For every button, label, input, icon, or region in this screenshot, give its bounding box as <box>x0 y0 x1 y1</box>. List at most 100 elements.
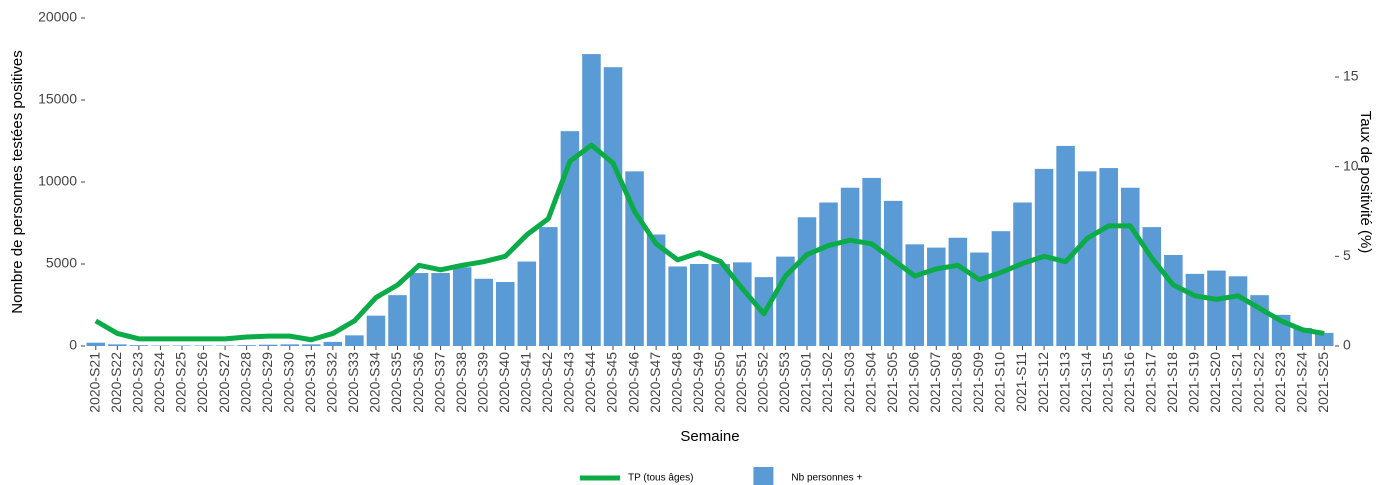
x-tick-label: 2020-S48 <box>668 352 684 413</box>
x-axis-title: Semaine <box>680 428 739 445</box>
bar <box>539 227 558 346</box>
bar <box>711 264 731 346</box>
x-tick-label: 2021-S17 <box>1143 352 1159 413</box>
bar <box>323 341 343 346</box>
x-tick-label: 2021-S07 <box>927 352 943 413</box>
x-tick-label: 2021-S16 <box>1121 352 1137 413</box>
bar <box>388 295 407 346</box>
bar <box>452 267 472 346</box>
x-tick-label: 2020-S39 <box>474 352 490 413</box>
x-tick-label: 2021-S18 <box>1164 352 1180 413</box>
bar <box>86 342 106 346</box>
y2-tick-label: 10 <box>1343 157 1359 173</box>
x-tick-label: 2020-S24 <box>151 352 167 413</box>
bar <box>1142 227 1162 346</box>
y-axis-title: Nombre de personnes testées positives <box>9 50 26 313</box>
x-tick-label: 2021-S22 <box>1250 352 1266 413</box>
x-tick-label: 2021-S13 <box>1056 352 1072 413</box>
x-tick-label: 2021-S06 <box>905 352 921 413</box>
bar <box>797 217 817 346</box>
bar <box>1185 273 1205 346</box>
bar <box>927 247 946 346</box>
bar <box>819 202 838 346</box>
bar <box>431 273 450 346</box>
bar <box>733 262 752 346</box>
x-tick-label: 2020-S53 <box>776 352 792 413</box>
x-tick-label: 2020-S23 <box>130 352 146 413</box>
x-tick-label: 2020-S43 <box>561 352 577 413</box>
bar <box>970 252 989 346</box>
x-tick-label: 2021-S10 <box>992 352 1008 413</box>
x-tick-label: 2020-S45 <box>604 352 620 413</box>
y2-tick-label: 15 <box>1343 68 1359 84</box>
bar <box>668 266 687 346</box>
bar <box>302 344 321 346</box>
bar <box>474 278 493 346</box>
bar <box>1207 270 1226 346</box>
x-tick-label: 2020-S25 <box>173 352 189 413</box>
bar <box>948 237 968 346</box>
bar <box>603 67 623 346</box>
y-tick-label: 5000 <box>46 255 77 271</box>
bar <box>840 187 860 346</box>
bar <box>366 315 386 346</box>
legend-label: TP (tous âges) <box>628 473 693 484</box>
x-tick-label: 2021-S11 <box>1013 352 1029 412</box>
x-tick-label: 2020-S41 <box>518 352 534 413</box>
bar <box>495 282 515 346</box>
x-tick-label: 2020-S32 <box>324 352 340 413</box>
bar <box>258 344 278 346</box>
bar <box>1099 168 1118 346</box>
x-tick-label: 2020-S38 <box>453 352 469 413</box>
y2-tick-label: 0 <box>1343 337 1351 353</box>
x-tick-label: 2021-S05 <box>884 352 900 413</box>
x-tick-label: 2020-S21 <box>86 352 102 413</box>
y-tick-label: 15000 <box>38 91 77 107</box>
y2-axis-title: Taux de positivité (%) <box>1357 111 1374 254</box>
bar <box>1120 187 1140 346</box>
x-tick-label: 2021-S01 <box>798 352 814 413</box>
x-tick-label: 2020-S47 <box>647 352 663 413</box>
x-tick-label: 2020-S40 <box>496 352 512 413</box>
x-tick-label: 2020-S34 <box>367 352 383 413</box>
x-tick-label: 2020-S35 <box>388 352 404 413</box>
bar <box>517 261 537 346</box>
x-tick-label: 2021-S03 <box>841 352 857 413</box>
bar <box>129 345 149 346</box>
x-tick-label: 2020-S50 <box>711 352 727 413</box>
x-tick-label: 2021-S25 <box>1315 352 1331 413</box>
bar <box>905 244 925 346</box>
x-tick-label: 2020-S52 <box>755 352 771 413</box>
x-tick-label: 2021-S21 <box>1229 352 1245 413</box>
bar <box>345 335 364 346</box>
bar <box>689 264 709 346</box>
bar <box>560 131 580 346</box>
x-tick-label: 2021-S19 <box>1186 352 1202 413</box>
x-tick-label: 2020-S28 <box>237 352 253 413</box>
x-tick-label: 2020-S22 <box>108 352 124 413</box>
x-tick-label: 2020-S46 <box>625 352 641 413</box>
x-tick-label: 2020-S26 <box>194 352 210 413</box>
bar <box>1164 254 1183 346</box>
x-tick-label: 2021-S15 <box>1099 352 1115 413</box>
y-tick-label: 0 <box>69 337 77 353</box>
x-tick-label: 2020-S36 <box>410 352 426 413</box>
x-tick-label: 2021-S08 <box>949 352 965 413</box>
x-tick-label: 2021-S09 <box>970 352 986 413</box>
y-tick-label: 20000 <box>38 9 77 25</box>
bar <box>1077 171 1097 346</box>
x-tick-label: 2021-S23 <box>1272 352 1288 413</box>
x-tick-label: 2020-S31 <box>302 352 318 413</box>
x-tick-label: 2021-S12 <box>1035 352 1051 413</box>
x-tick-label: 2021-S02 <box>819 352 835 413</box>
bar <box>1013 202 1032 346</box>
legend-swatch <box>753 467 774 485</box>
x-tick-label: 2020-S49 <box>690 352 706 413</box>
bar <box>237 345 256 346</box>
x-tick-label: 2021-S24 <box>1293 352 1309 413</box>
bar <box>776 256 795 346</box>
legend-label: Nb personnes + <box>791 473 862 484</box>
bar <box>862 177 881 346</box>
y2-tick-label: 5 <box>1343 247 1351 263</box>
